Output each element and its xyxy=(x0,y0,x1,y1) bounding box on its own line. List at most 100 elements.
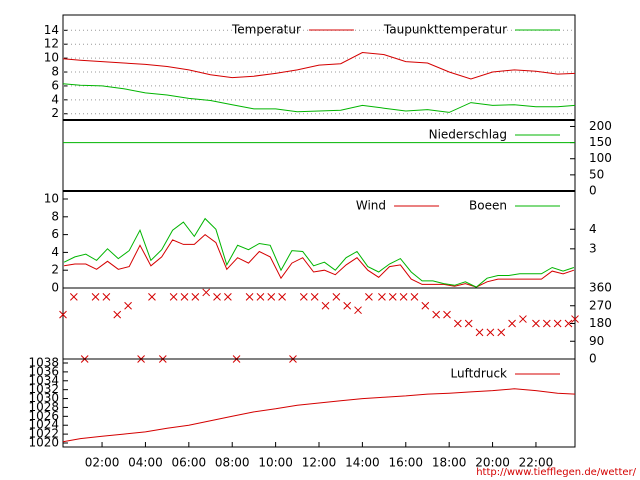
y2-tick-label: 100 xyxy=(589,151,612,165)
cross-marker xyxy=(299,293,308,301)
cross-marker xyxy=(486,328,495,337)
y-tick-label: 1032 xyxy=(28,382,59,396)
cross-marker xyxy=(213,293,221,301)
cross-marker xyxy=(113,310,122,319)
y-tick-label: 8 xyxy=(51,209,59,223)
y-tick-label: 8 xyxy=(51,65,59,79)
y2-tick-label: 200 xyxy=(589,119,612,133)
cross-marker xyxy=(365,293,373,301)
cross-marker xyxy=(553,319,562,328)
cross-marker xyxy=(464,319,473,328)
cross-marker xyxy=(354,306,362,315)
y-tick-label: 1026 xyxy=(28,409,59,423)
legend-label: Niederschlag xyxy=(429,128,507,142)
x-tick-label: 02:00 xyxy=(85,456,120,470)
y2-tick-label: 180 xyxy=(589,316,612,330)
y-tick-label: 1036 xyxy=(28,364,59,378)
x-tick-label: 16:00 xyxy=(388,456,423,470)
series-line xyxy=(62,83,576,113)
cross-marker xyxy=(124,301,132,310)
y-tick-label: 10 xyxy=(44,51,59,65)
y-tick-label: 2 xyxy=(51,106,59,120)
y-tick-label: 4 xyxy=(51,92,59,106)
y2-tick-label: 360 xyxy=(589,281,612,295)
cross-marker xyxy=(267,293,276,301)
y-tick-label: 2 xyxy=(51,263,59,277)
y-tick-label: 1020 xyxy=(28,436,59,450)
cross-marker xyxy=(497,328,506,337)
y-tick-label: 10 xyxy=(44,192,59,206)
series-line xyxy=(62,388,576,443)
series-line xyxy=(63,217,575,288)
cross-marker xyxy=(388,293,397,301)
x-tick-label: 10:00 xyxy=(258,456,293,470)
y-tick-label: 1038 xyxy=(28,356,59,370)
y-tick-label: 1030 xyxy=(28,391,59,405)
cross-marker xyxy=(475,328,484,337)
y2-tick-label: 90 xyxy=(589,334,604,348)
cross-marker xyxy=(224,293,232,301)
legend-label: Luftdruck xyxy=(450,367,507,381)
cross-marker xyxy=(169,293,178,301)
y-tick-label: 14 xyxy=(44,23,59,37)
cross-marker xyxy=(102,293,111,301)
series-line xyxy=(64,233,575,288)
cross-marker xyxy=(378,293,386,301)
cross-marker xyxy=(421,301,430,310)
x-tick-label: 14:00 xyxy=(345,456,380,470)
cross-marker xyxy=(443,310,451,319)
cross-marker xyxy=(310,293,319,301)
x-tick-label: 22:00 xyxy=(519,456,554,470)
x-tick-label: 08:00 xyxy=(215,456,250,470)
cross-marker xyxy=(453,319,462,328)
cross-marker xyxy=(519,315,527,323)
y-tick-label: 4 xyxy=(51,245,59,259)
y-tick-label: 12 xyxy=(44,37,59,51)
legend-label: Wind xyxy=(356,199,386,213)
x-tick-label: 04:00 xyxy=(128,456,163,470)
y-tick-label: 1034 xyxy=(28,373,59,387)
legend-label: Taupunkttemperatur xyxy=(383,23,507,37)
y-tick-label: 1028 xyxy=(28,400,59,414)
series-line xyxy=(62,51,576,80)
legend-label: Temperatur xyxy=(231,23,301,37)
footer-url: http://www.tiefflegen.de/wetter/ xyxy=(476,467,636,478)
cross-marker xyxy=(508,319,516,328)
cross-marker xyxy=(202,288,211,297)
cross-marker xyxy=(59,310,67,319)
y-tick-label: 1022 xyxy=(28,427,59,441)
y-tick-label: 1024 xyxy=(28,418,59,432)
cross-marker xyxy=(148,293,156,301)
cross-marker xyxy=(321,301,330,310)
y2-tick-label: 50 xyxy=(589,167,604,181)
cross-marker xyxy=(399,293,408,301)
y2-tick-label: 0 xyxy=(589,352,597,366)
cross-marker xyxy=(69,293,78,301)
x-tick-label: 12:00 xyxy=(302,456,337,470)
cross-marker xyxy=(542,319,551,328)
legend-label: Boeen xyxy=(469,199,507,213)
cross-marker xyxy=(278,293,286,301)
y2-tick-label: 3 xyxy=(589,241,597,255)
cross-marker xyxy=(410,293,419,301)
y2-tick-label: 4 xyxy=(589,222,597,236)
cross-marker xyxy=(91,293,100,301)
cross-marker xyxy=(564,319,573,328)
cross-marker xyxy=(191,293,200,301)
y2-tick-label: 0 xyxy=(589,184,597,198)
cross-marker xyxy=(432,310,441,319)
cross-marker xyxy=(256,293,265,301)
x-tick-label: 20:00 xyxy=(475,456,510,470)
x-tick-label: 06:00 xyxy=(172,456,207,470)
cross-marker xyxy=(180,293,189,301)
y-tick-label: 0 xyxy=(51,281,59,295)
x-tick-label: 18:00 xyxy=(432,456,467,470)
cross-marker xyxy=(343,301,352,310)
y2-tick-label: 150 xyxy=(589,135,612,149)
cross-marker xyxy=(332,293,341,301)
y-tick-label: 6 xyxy=(51,227,59,241)
y2-tick-label: 270 xyxy=(589,298,612,312)
cross-marker xyxy=(532,319,540,328)
